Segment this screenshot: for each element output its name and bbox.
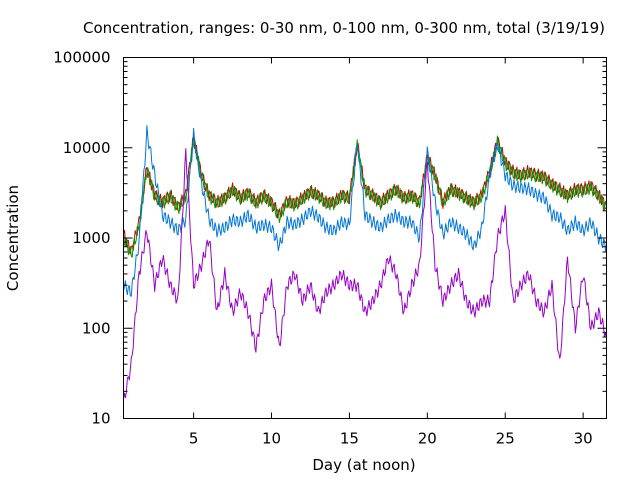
x-tick-label: 20: [418, 430, 437, 448]
series-line-4: [123, 148, 607, 400]
x-tick-label: 15: [340, 430, 359, 448]
x-axis: 5 10 15 20 25 30: [189, 57, 593, 448]
y-tick-label: 1000: [72, 229, 110, 247]
x-tick-label: 10: [262, 430, 281, 448]
x-tick-label: 25: [496, 430, 515, 448]
y-tick-label: 10000: [63, 139, 111, 157]
x-tick-label: 30: [574, 430, 593, 448]
series-line-2: [123, 135, 607, 258]
y-axis-label: Concentration: [4, 185, 22, 291]
series-line-3: [123, 125, 607, 297]
x-axis-label: Day (at noon): [312, 456, 415, 474]
chart-title: Concentration, ranges: 0-30 nm, 0-100 nm…: [83, 19, 605, 37]
plot-frame: [123, 57, 607, 419]
y-axis: 10 100 1000 10000 100000: [53, 49, 607, 428]
x-tick-label: 5: [189, 430, 199, 448]
y-tick-label: 10: [91, 410, 110, 428]
y-tick-label: 100: [82, 319, 111, 337]
series-layer: [123, 125, 607, 400]
y-tick-label: 100000: [53, 49, 110, 67]
